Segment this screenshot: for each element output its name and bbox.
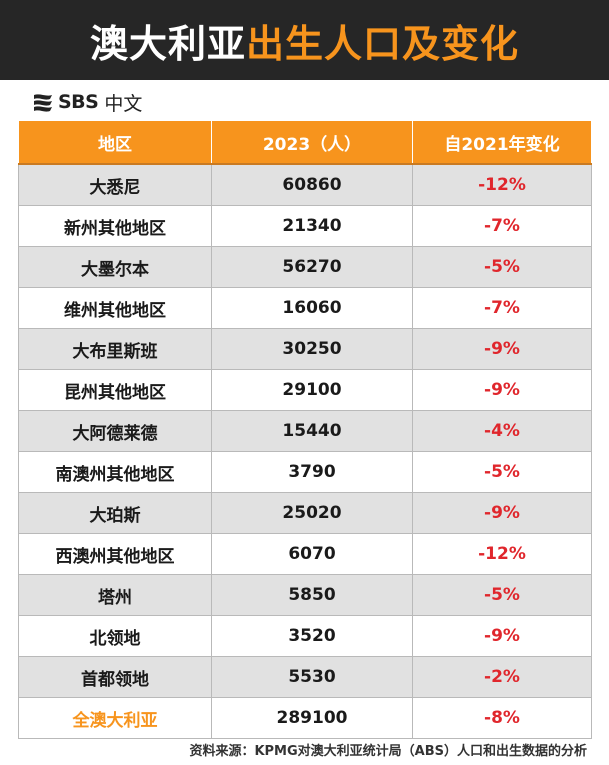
table-row: 大阿德莱德 15440 -4% [18,410,592,452]
header-region: 地区 [18,120,212,165]
births-cell: 60860 [211,163,413,206]
table-row: 新州其他地区 21340 -7% [18,205,592,247]
region-cell: 全澳大利亚 [18,697,212,739]
region-cell: 大珀斯 [18,492,212,534]
table-row: 塔州 5850 -5% [18,574,592,616]
sbs-logo: SBS 中文 [32,88,142,116]
region-cell: 首都领地 [18,656,212,698]
sbs-logo-icon [34,94,52,112]
table-row: 西澳州其他地区 6070 -12% [18,533,592,575]
table-row: 首都领地 5530 -2% [18,656,592,698]
births-cell: 15440 [211,410,413,452]
change-cell: -5% [412,574,592,616]
logo-language: 中文 [104,92,143,115]
table-row: 全澳大利亚 289100 -8% [18,697,592,739]
table-header-row: 地区 2023（人） 自2021年变化 [18,120,592,165]
change-cell: -9% [412,328,592,370]
table-row: 大悉尼 60860 -12% [18,163,592,206]
change-cell: -9% [412,615,592,657]
births-cell: 16060 [211,287,413,329]
births-cell: 30250 [211,328,413,370]
births-cell: 289100 [211,697,413,739]
change-cell: -8% [412,697,592,739]
births-cell: 21340 [211,205,413,247]
region-cell: 西澳州其他地区 [18,533,212,575]
region-cell: 北领地 [18,615,212,657]
region-cell: 塔州 [18,574,212,616]
change-cell: -7% [412,287,592,329]
region-cell: 大墨尔本 [18,246,212,288]
region-cell: 昆州其他地区 [18,369,212,411]
table-row: 维州其他地区 16060 -7% [18,287,592,329]
births-cell: 6070 [211,533,413,575]
births-cell: 56270 [211,246,413,288]
table-row: 大墨尔本 56270 -5% [18,246,592,288]
table-row: 北领地 3520 -9% [18,615,592,657]
births-cell: 3790 [211,451,413,493]
change-cell: -2% [412,656,592,698]
change-cell: -4% [412,410,592,452]
header-births-2023: 2023（人） [211,120,413,165]
change-cell: -12% [412,533,592,575]
births-cell: 29100 [211,369,413,411]
region-cell: 大悉尼 [18,163,212,206]
births-cell: 25020 [211,492,413,534]
table-row: 南澳州其他地区 3790 -5% [18,451,592,493]
change-cell: -9% [412,492,592,534]
change-cell: -12% [412,163,592,206]
births-cell: 5850 [211,574,413,616]
title-part-orange: 出生人口及变化 [246,21,520,66]
logo-brand: SBS [58,91,99,113]
region-cell: 南澳州其他地区 [18,451,212,493]
births-cell: 3520 [211,615,413,657]
source-note: 资料来源：KPMG对澳大利亚统计局（ABS）人口和出生数据的分析 [189,744,587,759]
table-row: 大珀斯 25020 -9% [18,492,592,534]
change-cell: -5% [412,451,592,493]
region-cell: 维州其他地区 [18,287,212,329]
change-cell: -7% [412,205,592,247]
table-row: 大布里斯班 30250 -9% [18,328,592,370]
births-table: 地区 2023（人） 自2021年变化 大悉尼 60860 -12% 新州其他地区 21… [18,120,592,739]
table-row: 昆州其他地区 29100 -9% [18,369,592,411]
change-cell: -5% [412,246,592,288]
region-cell: 大布里斯班 [18,328,212,370]
change-cell: -9% [412,369,592,411]
region-cell: 大阿德莱德 [18,410,212,452]
births-cell: 5530 [211,656,413,698]
region-cell: 新州其他地区 [18,205,212,247]
header-change-since-2021: 自2021年变化 [412,120,592,165]
page-title: 澳大利亚 出生人口及变化 [0,0,609,80]
title-part-white: 澳大利亚 [89,21,246,66]
